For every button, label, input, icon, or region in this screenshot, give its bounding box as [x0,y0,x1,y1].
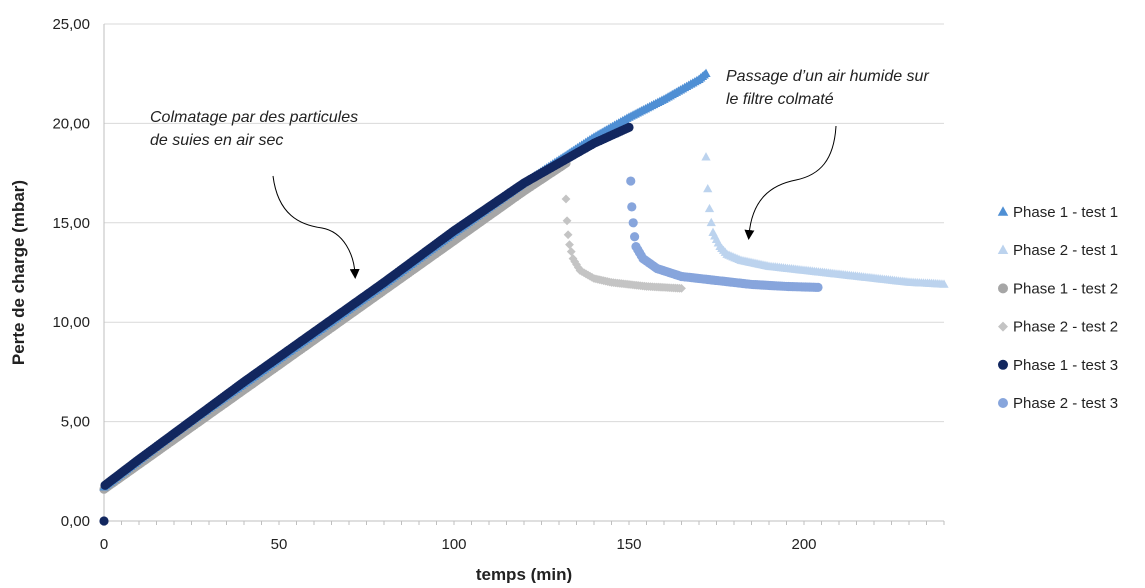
data-point [813,282,823,293]
data-point [562,216,572,226]
annotation-text: de suies en air sec [150,132,283,149]
x-tick-label: 0 [100,536,108,553]
y-tick-label: 5,00 [61,414,90,431]
x-tick-label: 200 [791,536,816,553]
data-point [939,279,949,288]
legend-marker [998,321,1008,332]
legend-label: Phase 1 - test 1 [1013,204,1118,221]
annotation-text: le filtre colmaté [726,91,834,108]
y-tick-label: 0,00 [61,513,90,530]
annotation-arrow [272,175,360,279]
legend-label: Phase 2 - test 1 [1013,242,1118,259]
data-point [703,183,713,193]
gridlines [104,23,944,423]
y-axis-title: Perte de charge (mbar) [9,180,28,365]
data-point [706,217,716,227]
series-phase-2---test-3 [626,176,823,293]
x-tick-label: 100 [441,536,466,553]
series-phase-2---test-1 [701,152,949,288]
data-point [99,516,109,526]
data-point [704,203,715,213]
data-point [561,194,571,204]
series-phase-1---test-3 [99,122,634,526]
legend-marker [997,206,1009,216]
annotation-text: Passage d’un air humide sur [726,68,929,85]
data-point [624,122,634,132]
data-point [701,152,711,161]
data-point [677,284,686,293]
annotations: Colmatage par des particules de suies en … [150,68,929,279]
legend-marker [998,283,1008,294]
legend-marker [998,398,1008,408]
data-point [628,218,638,228]
series-phase-1---test-2 [99,158,571,494]
data-series [99,68,949,526]
legend: Phase 1 - test 1 Phase 2 - test 1 Phase 1 … [997,204,1118,412]
series-phase-2---test-2 [561,194,686,293]
data-point [626,176,636,186]
y-tick-label: 10,00 [52,314,90,331]
x-axis-title: temps (min) [476,565,572,583]
legend-label: Phase 1 - test 3 [1013,357,1118,374]
data-point [565,240,574,250]
data-point [627,202,637,212]
y-tick-label: 20,00 [52,115,90,132]
annotation-text: Colmatage par des particules [150,109,358,126]
data-point [566,247,576,257]
x-tick-label: 50 [271,536,288,553]
legend-marker [998,359,1008,370]
data-point [701,68,711,77]
x-tick-label: 150 [616,536,641,553]
y-tick-label: 15,00 [52,215,90,232]
legend-label: Phase 2 - test 2 [1013,319,1118,336]
data-point [630,232,640,242]
legend-label: Phase 1 - test 2 [1013,280,1118,297]
y-tick-label: 25,00 [52,16,90,33]
data-point [563,230,573,240]
legend-label: Phase 2 - test 3 [1013,395,1118,412]
annotation-arrow [744,125,837,240]
axes: 0,00 5,00 10,00 15,00 20,00 25,00 0 50 100 150 200… [9,16,945,584]
legend-marker [997,244,1009,254]
